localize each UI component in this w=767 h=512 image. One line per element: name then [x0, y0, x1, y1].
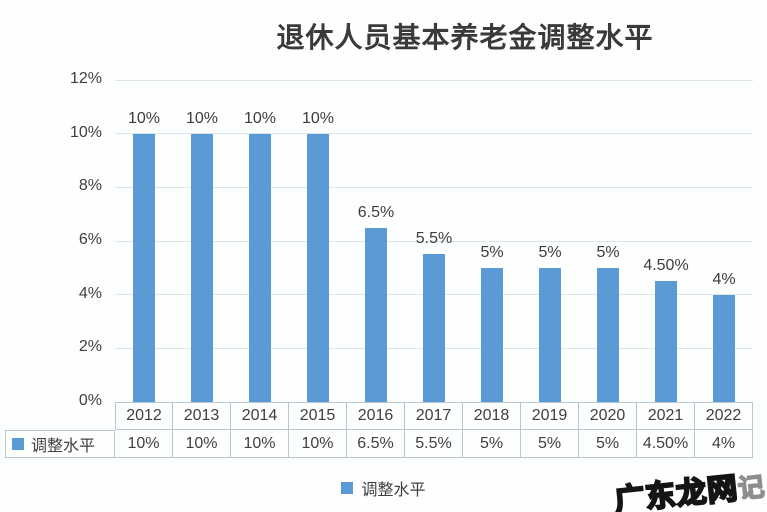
gridline [115, 186, 753, 188]
bar [307, 133, 329, 402]
table-corner-cell [5, 402, 115, 430]
watermark-suffix: 记 [736, 470, 767, 504]
table-value-cell: 10% [115, 430, 173, 458]
x-axis-label: 2015 [289, 402, 347, 430]
table-row-header: 调整水平 [5, 430, 115, 458]
gridline [115, 79, 753, 81]
x-axis-label: 2016 [347, 402, 405, 430]
bar-value-label: 10% [243, 109, 277, 127]
x-axis-label: 2021 [637, 402, 695, 430]
gridline [115, 133, 753, 135]
x-axis-label: 2018 [463, 402, 521, 430]
bar-value-label: 6.5% [357, 203, 395, 221]
legend-label: 调整水平 [361, 482, 426, 499]
y-axis-label: 2% [78, 338, 102, 356]
y-axis-label: 10% [69, 123, 102, 141]
table-value-cell: 5% [579, 430, 637, 458]
table-value-cell: 10% [289, 430, 347, 458]
bar [133, 133, 155, 402]
plot-area: 0% 2% 4% 6% 8% 10% 12% 10% 10% 10% 10% 6.5% 5.5% 5% 5%… [70, 70, 753, 409]
row-header-label: 调整水平 [31, 438, 96, 455]
bar-value-label: 10% [127, 109, 161, 127]
legend: 调整水平 [0, 476, 767, 500]
bar [365, 227, 387, 402]
bar [249, 133, 271, 402]
bar-value-label: 5% [538, 243, 562, 261]
y-axis-label: 4% [78, 284, 102, 302]
table-value-cell: 5% [521, 430, 579, 458]
bar-value-label: 4.50% [643, 257, 689, 275]
legend-key-swatch [341, 482, 354, 494]
bar [655, 281, 677, 402]
table-value-cell: 4% [695, 430, 753, 458]
chart-title: 退休人员基本养老金调整水平 [276, 22, 654, 53]
x-axis-label: 2019 [521, 402, 579, 430]
watermark-main: 广东龙网 [612, 471, 741, 512]
table-value-cell: 5.5% [405, 430, 463, 458]
table-value-cell: 5% [463, 430, 521, 458]
x-axis-label: 2017 [405, 402, 463, 430]
x-axis-label: 2012 [115, 402, 173, 430]
bar-value-label: 5% [480, 243, 504, 261]
row-header-key-swatch [12, 438, 24, 450]
table-value-cell: 4.50% [637, 430, 695, 458]
bar-value-label: 4% [712, 270, 736, 288]
x-axis-label: 2014 [231, 402, 289, 430]
watermark: 广东龙网记 [612, 460, 767, 512]
gridline [115, 240, 753, 242]
y-axis-label: 8% [78, 177, 102, 195]
bar [191, 133, 213, 402]
bar [597, 267, 619, 402]
data-table: 2012 2013 2014 2015 2016 2017 2018 2019 2020 2021… [5, 402, 753, 458]
table-value-cell: 10% [173, 430, 231, 458]
bar-value-label: 10% [185, 109, 219, 127]
table-value-cell: 6.5% [347, 430, 405, 458]
x-axis-label: 2020 [579, 402, 637, 430]
bar [713, 294, 735, 402]
y-axis-label: 0% [78, 392, 102, 409]
bar-value-label: 10% [301, 109, 335, 127]
bar [423, 254, 445, 402]
table-value-cell: 10% [231, 430, 289, 458]
bar-value-label: 5.5% [415, 230, 453, 248]
bar [539, 267, 561, 402]
x-axis-label: 2022 [695, 402, 753, 430]
y-axis-label: 12% [69, 70, 102, 87]
x-axis-label: 2013 [173, 402, 231, 430]
bar [481, 267, 503, 402]
y-axis-label: 6% [78, 231, 102, 248]
bar-value-label: 5% [596, 243, 620, 261]
